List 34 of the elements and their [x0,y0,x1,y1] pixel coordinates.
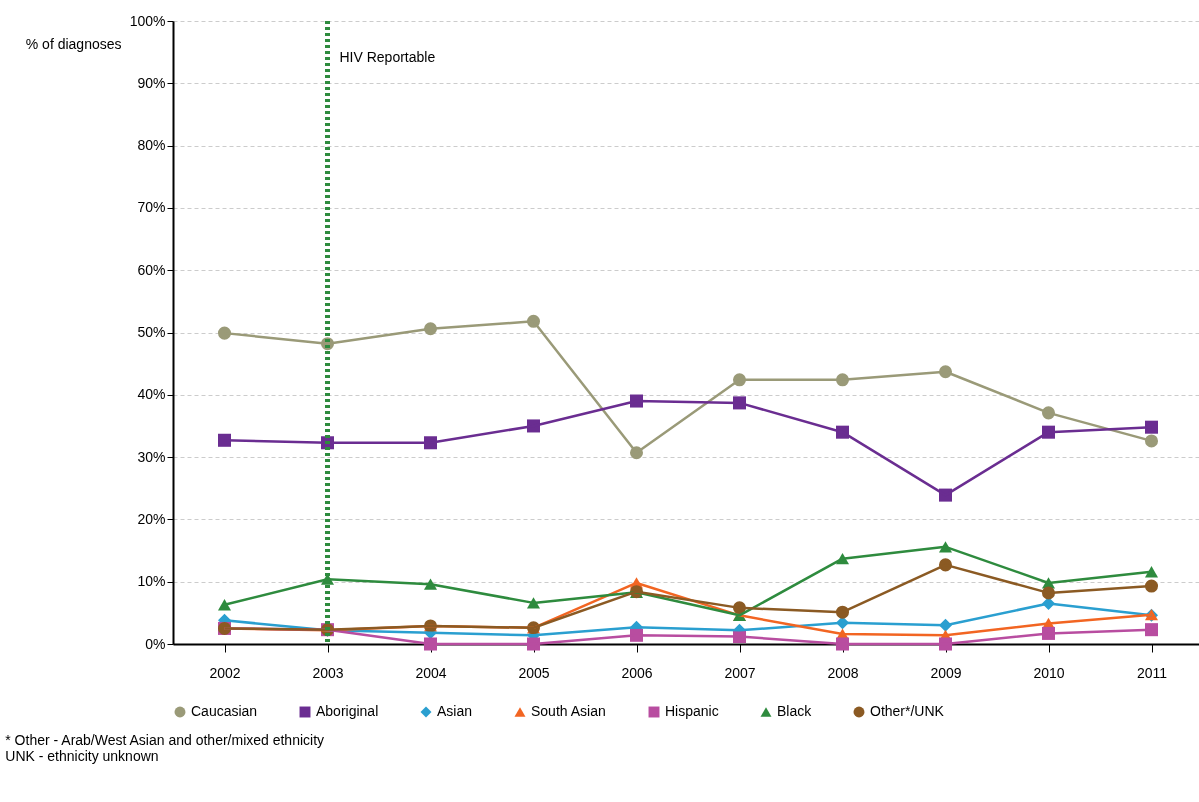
y-tick-label: 30% [137,448,166,465]
point [835,637,850,651]
x-tick-label: 2005 [518,664,550,681]
x-tick-label: 2002 [209,664,241,681]
legend-label: Black [777,703,813,719]
legend-label: Aboriginal [316,703,379,719]
y-tick-label: 100% [129,12,166,29]
ref-line-label: HIV Reportable [339,49,436,65]
text: UNK - ethnicity unknown [5,748,159,764]
legend-label: South Asian [531,703,606,719]
x-tick-label: 2003 [312,664,344,681]
x-tick-label: 2004 [415,664,447,681]
x-tick-label: 2008 [827,664,859,681]
y-axis-title: % of diagnoses [25,35,122,52]
y-tick-label: 0% [145,635,166,652]
y-tick-label: 50% [137,324,166,340]
y-tick-label: 10% [137,573,166,590]
x-tick-label: 2011 [1136,664,1168,681]
y-tick-label: 20% [137,510,166,527]
text: * Other - Arab/West Asian and other/mixed ethnicity [5,732,325,748]
x-tick-label: 2006 [621,664,653,681]
x-tick-label: 2007 [724,664,756,681]
point [1144,623,1159,637]
y-tick-label: 40% [137,386,166,403]
y-tick-label: 90% [137,74,166,91]
x-tick-label: 2009 [930,664,962,681]
y-tick-label: 80% [137,137,166,154]
x-tick-label: 2010 [1033,664,1065,681]
legend-label: Caucasian [191,703,258,719]
legend-label: Asian [437,703,473,719]
legend-label: Hispanic [665,703,719,719]
legend-label: Other*/UNK [870,703,945,719]
y-tick-label: 70% [137,199,166,216]
y-tick-label: 60% [137,261,166,278]
